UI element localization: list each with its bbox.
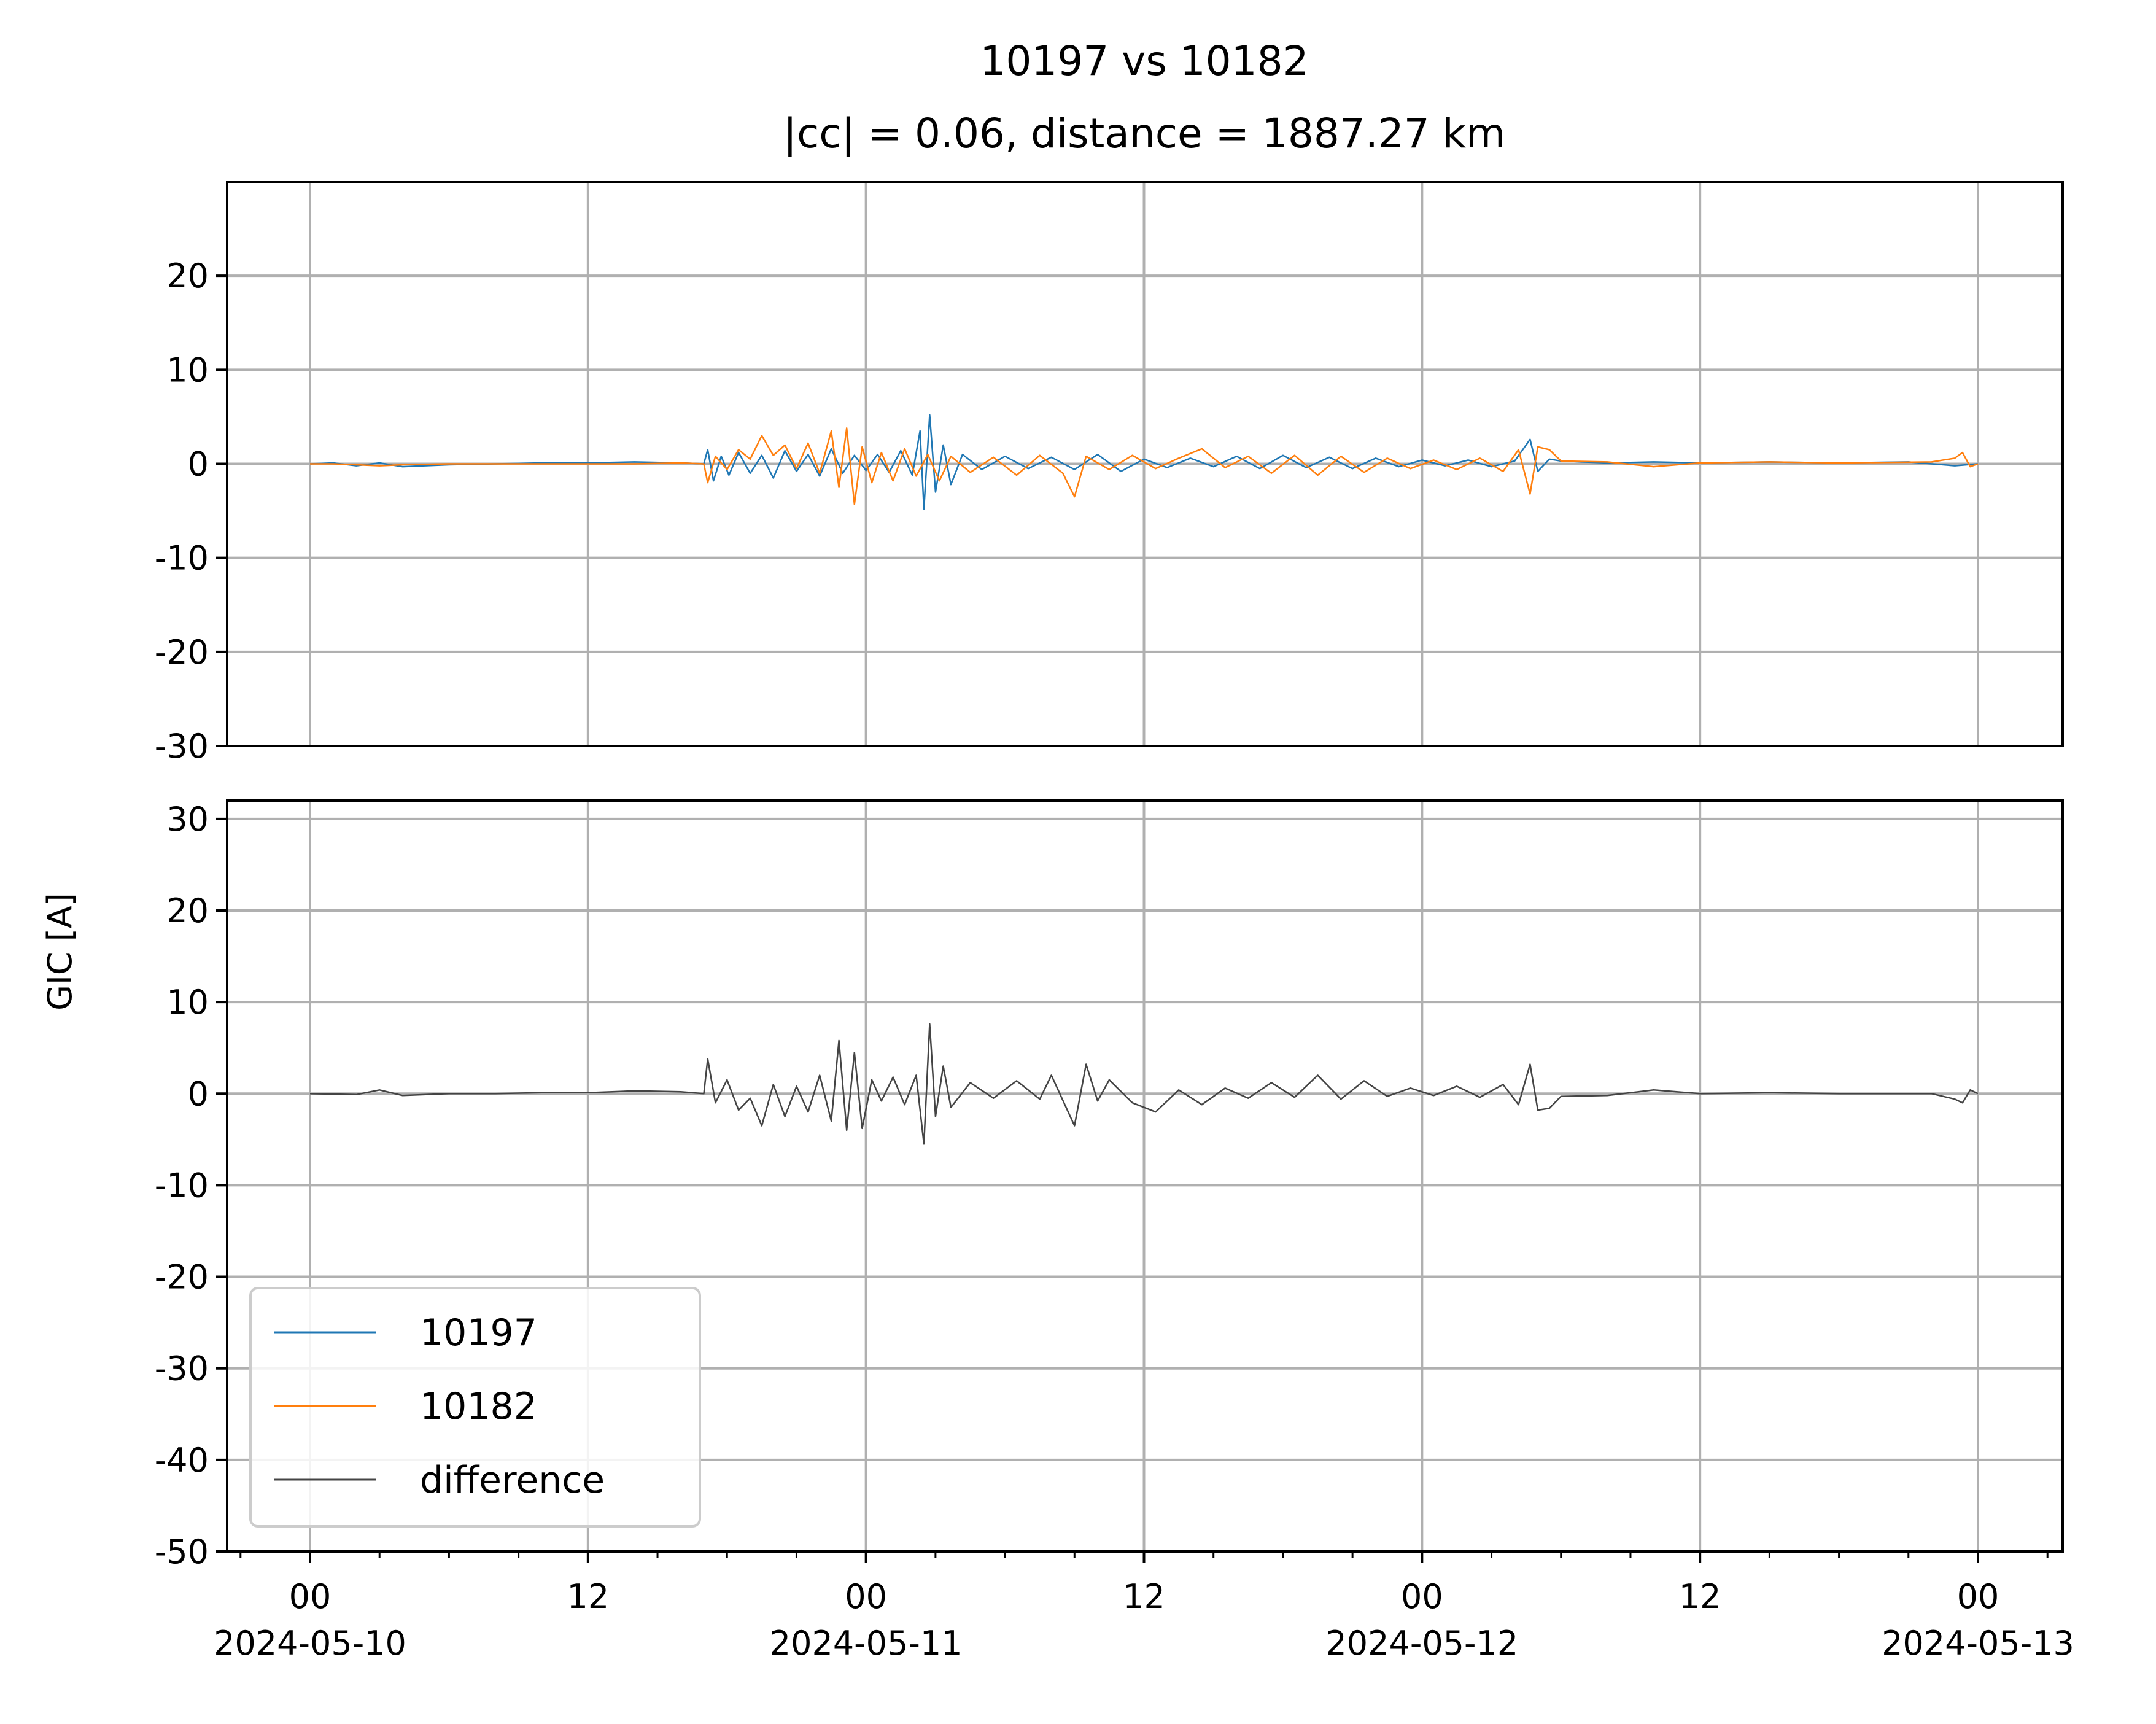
- y-tick-label: -10: [155, 1166, 209, 1205]
- y-tick-label: 30: [166, 800, 209, 839]
- legend-box: [249, 1287, 701, 1528]
- y-tick-label: 0: [188, 1074, 209, 1113]
- legend-label-10197: 10197: [420, 1311, 537, 1354]
- x-tick-label-hour: 12: [567, 1577, 609, 1616]
- series-line-10197: [309, 414, 1979, 510]
- y-tick-label: -30: [155, 1349, 209, 1388]
- chart-title: 10197 vs 10182: [980, 37, 1308, 85]
- y-tick-label: -10: [155, 539, 209, 578]
- y-axis-label: GIC [A]: [41, 893, 79, 1011]
- plot-frame: [226, 181, 2064, 747]
- legend-label-difference: difference: [420, 1459, 605, 1502]
- series-line-10182: [310, 427, 1979, 505]
- x-tick-label-date: 2024-05-11: [770, 1624, 963, 1663]
- y-tick-label: -40: [155, 1441, 209, 1480]
- legend-label-10182: 10182: [420, 1385, 537, 1428]
- x-tick-label-hour: 12: [1679, 1577, 1721, 1616]
- x-tick-label-hour: 00: [845, 1577, 887, 1616]
- x-tick-label-hour: 12: [1123, 1577, 1165, 1616]
- x-axis: 00 2024-05-10 12 00 2024-05-11 12 00 2024-05-12…: [214, 1551, 2074, 1663]
- x-tick-label-date: 2024-05-10: [214, 1624, 406, 1663]
- x-tick-label-hour: 00: [1401, 1577, 1443, 1616]
- y-tick-label: -20: [155, 633, 209, 672]
- bottom-panel: 30 20 10 0 -10 -20 -30 -40 -50: [155, 799, 2064, 1571]
- y-tick-label: 20: [166, 257, 209, 295]
- y-tick-label: 10: [166, 983, 209, 1022]
- top-panel: 20 10 0 -10 -20 -30: [155, 181, 2064, 766]
- x-tick-label-date: 2024-05-12: [1325, 1624, 1518, 1663]
- legend: 10197 10182 difference: [249, 1287, 701, 1528]
- y-tick-label: 10: [166, 351, 209, 389]
- x-tick-label-hour: 00: [289, 1577, 332, 1616]
- y-tick-label: 20: [166, 891, 209, 930]
- y-tick-label: -20: [155, 1258, 209, 1297]
- y-tick-label: -50: [155, 1532, 209, 1571]
- y-tick-label: 0: [188, 445, 209, 484]
- x-tick-label-date: 2024-05-13: [1882, 1624, 2074, 1663]
- chart-subtitle: |cc| = 0.06, distance = 1887.27 km: [783, 110, 1506, 157]
- series-line-difference: [309, 1023, 1979, 1145]
- x-tick-label-hour: 00: [1957, 1577, 1999, 1616]
- y-tick-label: -30: [155, 727, 209, 766]
